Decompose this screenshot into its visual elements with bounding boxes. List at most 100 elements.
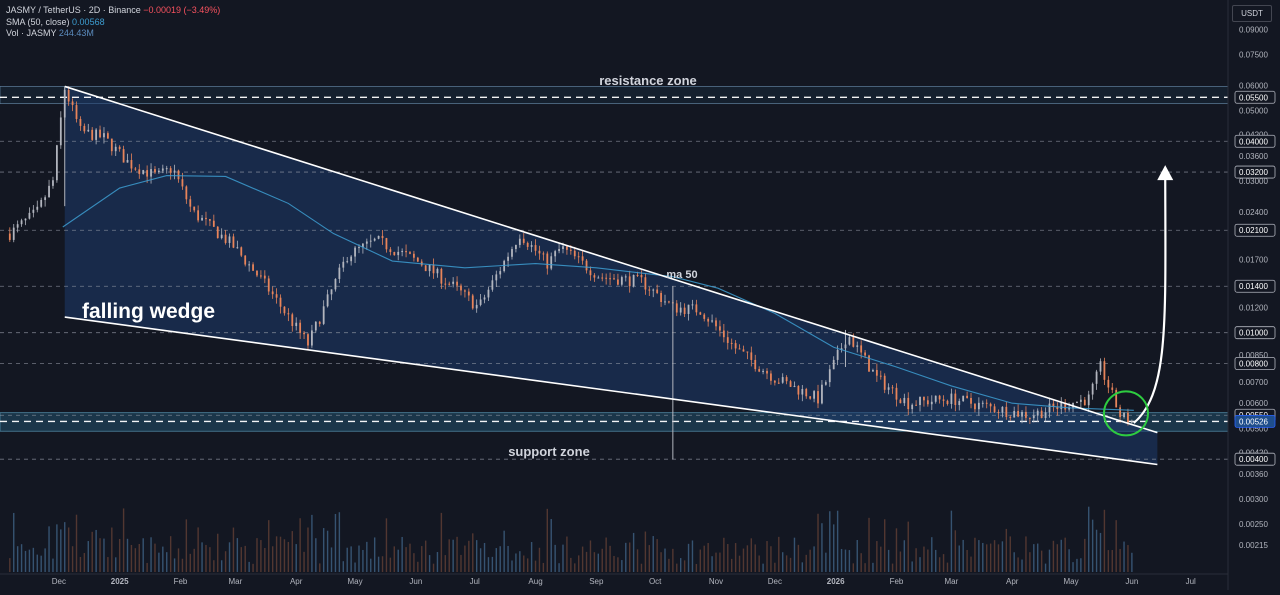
candle-body: [981, 402, 984, 404]
volume-bar: [954, 530, 957, 572]
volume-bar: [785, 555, 788, 572]
time-tick-label: Aug: [528, 577, 542, 586]
volume-bar: [672, 548, 674, 572]
candles-layer: [8, 86, 1133, 460]
candle-body: [746, 351, 749, 353]
breakout-projection-arrow: [1133, 172, 1167, 424]
volume-bar: [48, 526, 50, 572]
candle-body: [1021, 411, 1023, 417]
volume-bar: [664, 548, 666, 572]
volume-bar: [275, 536, 278, 572]
volume-bar: [691, 540, 694, 572]
candle-body: [534, 245, 537, 251]
candle-body: [832, 359, 835, 370]
candle-body: [48, 185, 50, 198]
time-axis[interactable]: Dec 2025 Feb Mar Apr May Jun Jul Aug Sep Oct Nov Dec…: [0, 573, 1228, 586]
time-tick-label: Jul: [470, 577, 480, 586]
candle-body: [734, 343, 737, 349]
volume-bar: [891, 563, 894, 572]
price-tick-label: 0.06000: [1239, 81, 1268, 90]
candle-body: [483, 297, 486, 300]
candle-body: [620, 277, 623, 285]
candle-body: [915, 404, 917, 406]
volume-bar: [938, 557, 941, 572]
volume-bar: [1056, 544, 1059, 572]
candle-body: [499, 271, 502, 275]
volume-bar: [679, 558, 682, 572]
volume-bar: [138, 544, 140, 572]
volume-bar: [103, 538, 105, 572]
price-axis[interactable]: 0.090000.075000.060000.050000.042000.036…: [1227, 0, 1280, 590]
volume-bar: [1052, 540, 1055, 572]
candle-body: [189, 199, 192, 207]
currency-button[interactable]: USDT: [1232, 5, 1272, 22]
price-tick-label: 0.00850: [1239, 351, 1268, 360]
candle-body: [585, 260, 588, 271]
candle-body: [252, 264, 254, 271]
volume-bar: [373, 537, 376, 572]
candle-body: [12, 227, 15, 240]
candle-body: [899, 399, 902, 404]
candle-body: [695, 304, 698, 313]
candle-body: [467, 291, 470, 296]
candle-body: [318, 321, 321, 324]
time-tick-label: Feb: [890, 577, 904, 586]
price-level-tag-label: 0.05500: [1239, 93, 1268, 102]
candle-body: [165, 168, 168, 170]
legend-vol-label: Vol · JASMY: [6, 28, 57, 38]
candle-body: [28, 212, 31, 219]
wedge-lower-trendline: [64, 316, 1158, 466]
candle-body: [334, 278, 337, 290]
volume-bar: [1119, 548, 1121, 572]
candle-body: [185, 186, 188, 200]
candle-body: [997, 411, 1000, 413]
price-level-tag-label: 0.01000: [1239, 329, 1268, 338]
volume-bar: [67, 527, 70, 572]
time-tick-label: May: [1064, 577, 1079, 586]
volume-bar: [1044, 563, 1047, 572]
time-tick-label: Feb: [174, 577, 188, 586]
volume-bar: [856, 539, 858, 572]
candle-body: [1040, 410, 1043, 418]
volume-bar: [542, 562, 545, 572]
candle-body: [703, 314, 706, 319]
volume-bar: [530, 542, 533, 572]
candle-body: [526, 242, 529, 247]
candle-body: [989, 403, 992, 407]
volume-bar: [789, 557, 792, 572]
volume-bar: [428, 555, 431, 572]
volume-bar: [448, 539, 450, 572]
volume-bar: [1099, 532, 1102, 572]
candle-body: [770, 373, 772, 381]
volume-bar: [248, 561, 250, 572]
volume-bar: [946, 562, 949, 572]
candle-body: [460, 285, 462, 291]
candle-body: [432, 264, 435, 274]
volume-bar: [833, 524, 835, 572]
volume-bar: [1029, 552, 1031, 572]
candle-body: [919, 396, 921, 406]
candle-body: [934, 395, 937, 402]
volume-bar: [625, 542, 627, 572]
candle-body: [797, 385, 800, 395]
candle-body: [926, 400, 929, 405]
volume-bar: [723, 537, 725, 572]
candle-body: [805, 388, 808, 397]
candle-body: [856, 345, 859, 347]
support-zone-label: support zone: [508, 444, 590, 459]
candle-body: [852, 337, 855, 347]
volume-bar: [354, 562, 356, 572]
volume-bar: [487, 557, 490, 572]
candle-body: [687, 304, 690, 314]
candle-body: [730, 342, 733, 344]
candle-body: [609, 278, 611, 280]
volume-bar: [40, 555, 42, 572]
price-tick-label: 0.00300: [1239, 495, 1268, 504]
candle-body: [613, 278, 615, 280]
candle-body: [581, 256, 584, 261]
candle-body: [1119, 407, 1122, 418]
volume-bar: [742, 548, 745, 572]
volume-bar: [1021, 559, 1023, 572]
candle-body: [1044, 412, 1047, 418]
